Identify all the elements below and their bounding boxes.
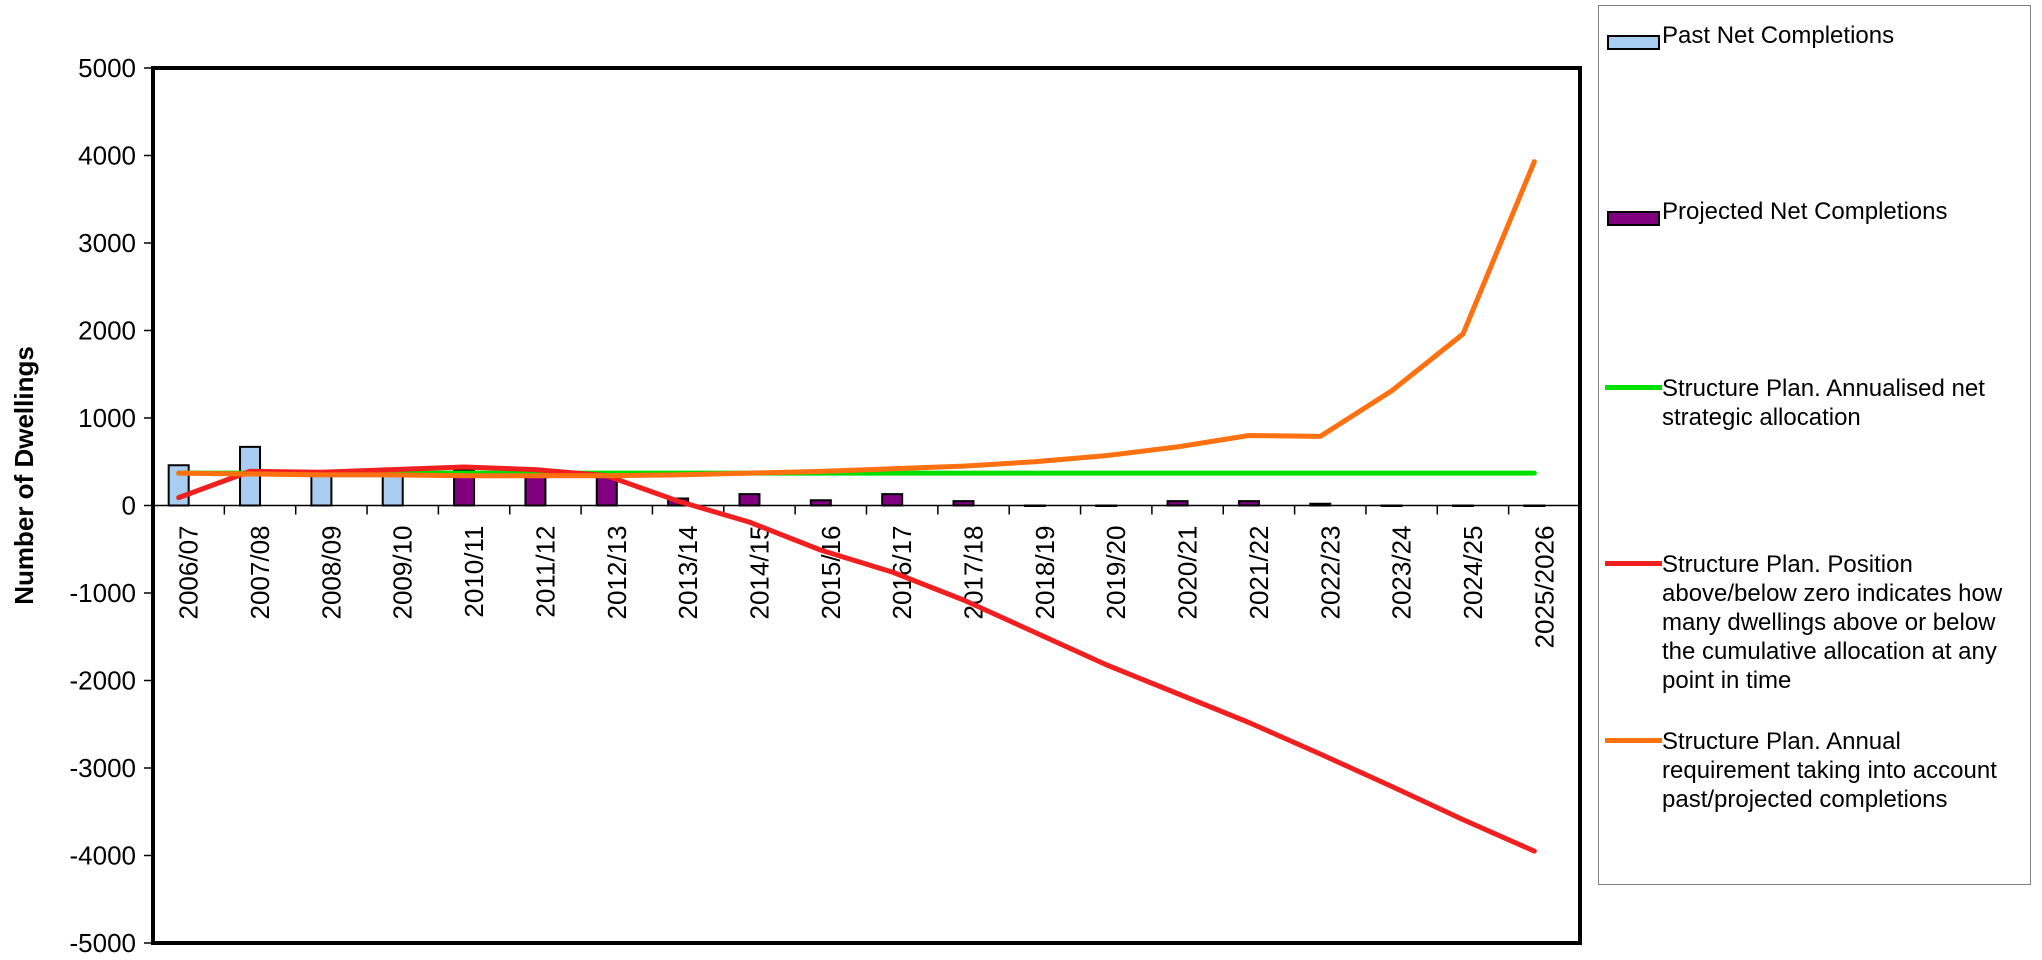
x-tick-label: 2013/14: [673, 526, 703, 620]
x-tick-label: 2006/07: [174, 526, 204, 620]
x-tick-label: 2015/16: [816, 526, 846, 620]
y-tick-label: 1000: [78, 403, 136, 433]
legend-swatch-annualised: [1605, 371, 1662, 405]
legend-label-projected: Projected Net Completions: [1662, 198, 1948, 225]
x-tick-label: 2022/23: [1315, 526, 1345, 620]
x-axis-ticks: 2006/07 2007/08 2008/09 2009/10 2010/11 2011/…: [152, 505, 1581, 649]
legend-item-position: Structure Plan. Position above/below zer…: [1605, 547, 2027, 695]
line-annual-requirement: [176, 159, 1537, 479]
y-tick-label: -4000: [70, 841, 137, 871]
legend-swatch-past: [1605, 18, 1662, 52]
x-tick-label: 2019/20: [1101, 526, 1131, 620]
x-tick-label: 2007/08: [245, 526, 275, 620]
legend: Past Net Completions Projected Net Compl…: [1598, 5, 2031, 885]
y-tick-label: 3000: [78, 228, 136, 258]
legend-swatch-position: [1605, 547, 1662, 581]
x-tick-label: 2024/25: [1458, 526, 1488, 620]
legend-swatch-projected-box: [1607, 211, 1660, 226]
x-tick-label: 2021/22: [1244, 526, 1274, 620]
y-axis-label: Number of Dwellings: [9, 346, 39, 605]
line-position: [176, 464, 1537, 854]
y-tick-label: -5000: [70, 928, 137, 958]
bar-projected: [881, 493, 904, 507]
legend-label-past: Past Net Completions: [1662, 22, 1895, 49]
x-tick-label: 2014/15: [744, 526, 774, 620]
legend-swatch-past-box: [1607, 35, 1660, 50]
bar-projected: [738, 493, 761, 507]
legend-item-annualised-allocation: Structure Plan. Annualised net strategic…: [1605, 371, 2027, 432]
y-tick-label: 2000: [78, 316, 136, 346]
plot-area-frame: [151, 66, 1582, 945]
x-tick-label: 2018/19: [1030, 526, 1060, 620]
y-tick-label: 0: [122, 491, 136, 521]
x-tick-label: 2008/09: [316, 526, 346, 620]
x-tick-label: 2009/10: [388, 526, 418, 620]
legend-item-past-net-completions: Past Net Completions: [1605, 18, 2027, 52]
y-tick-label: 5000: [78, 53, 136, 83]
series-lines: [176, 159, 1537, 854]
bar-projected: [809, 499, 832, 507]
legend-label-annualised: Structure Plan. Annualised net strategic…: [1662, 375, 1985, 431]
x-tick-label: 2012/13: [602, 526, 632, 620]
legend-swatch-projected: [1605, 194, 1662, 228]
y-axis-ticks: 5000 4000 3000 2000 1000 0 -1000 -2000 -3000 -400…: [70, 53, 153, 958]
y-tick-label: -1000: [70, 578, 137, 608]
legend-item-annual-requirement: Structure Plan. Annual requirement takin…: [1605, 724, 2027, 814]
legend-swatch-position-line: [1605, 561, 1662, 566]
y-tick-label: -2000: [70, 666, 137, 696]
x-tick-label: 2020/21: [1173, 526, 1203, 620]
x-tick-label: 2023/24: [1387, 526, 1417, 620]
x-tick-label: 2010/11: [459, 526, 489, 618]
legend-item-projected-net-completions: Projected Net Completions: [1605, 194, 2027, 228]
legend-swatch-requirement-line: [1605, 738, 1662, 743]
legend-label-requirement: Structure Plan. Annual requirement takin…: [1662, 728, 1997, 813]
legend-swatch-requirement: [1605, 724, 1662, 758]
x-tick-label: 2025/2026: [1529, 526, 1559, 649]
legend-label-position: Structure Plan. Position above/below zer…: [1662, 551, 2003, 694]
legend-swatch-annualised-line: [1605, 385, 1662, 390]
y-tick-label: 4000: [78, 141, 136, 171]
y-tick-label: -3000: [70, 753, 137, 783]
x-tick-label: 2011/12: [530, 526, 560, 618]
